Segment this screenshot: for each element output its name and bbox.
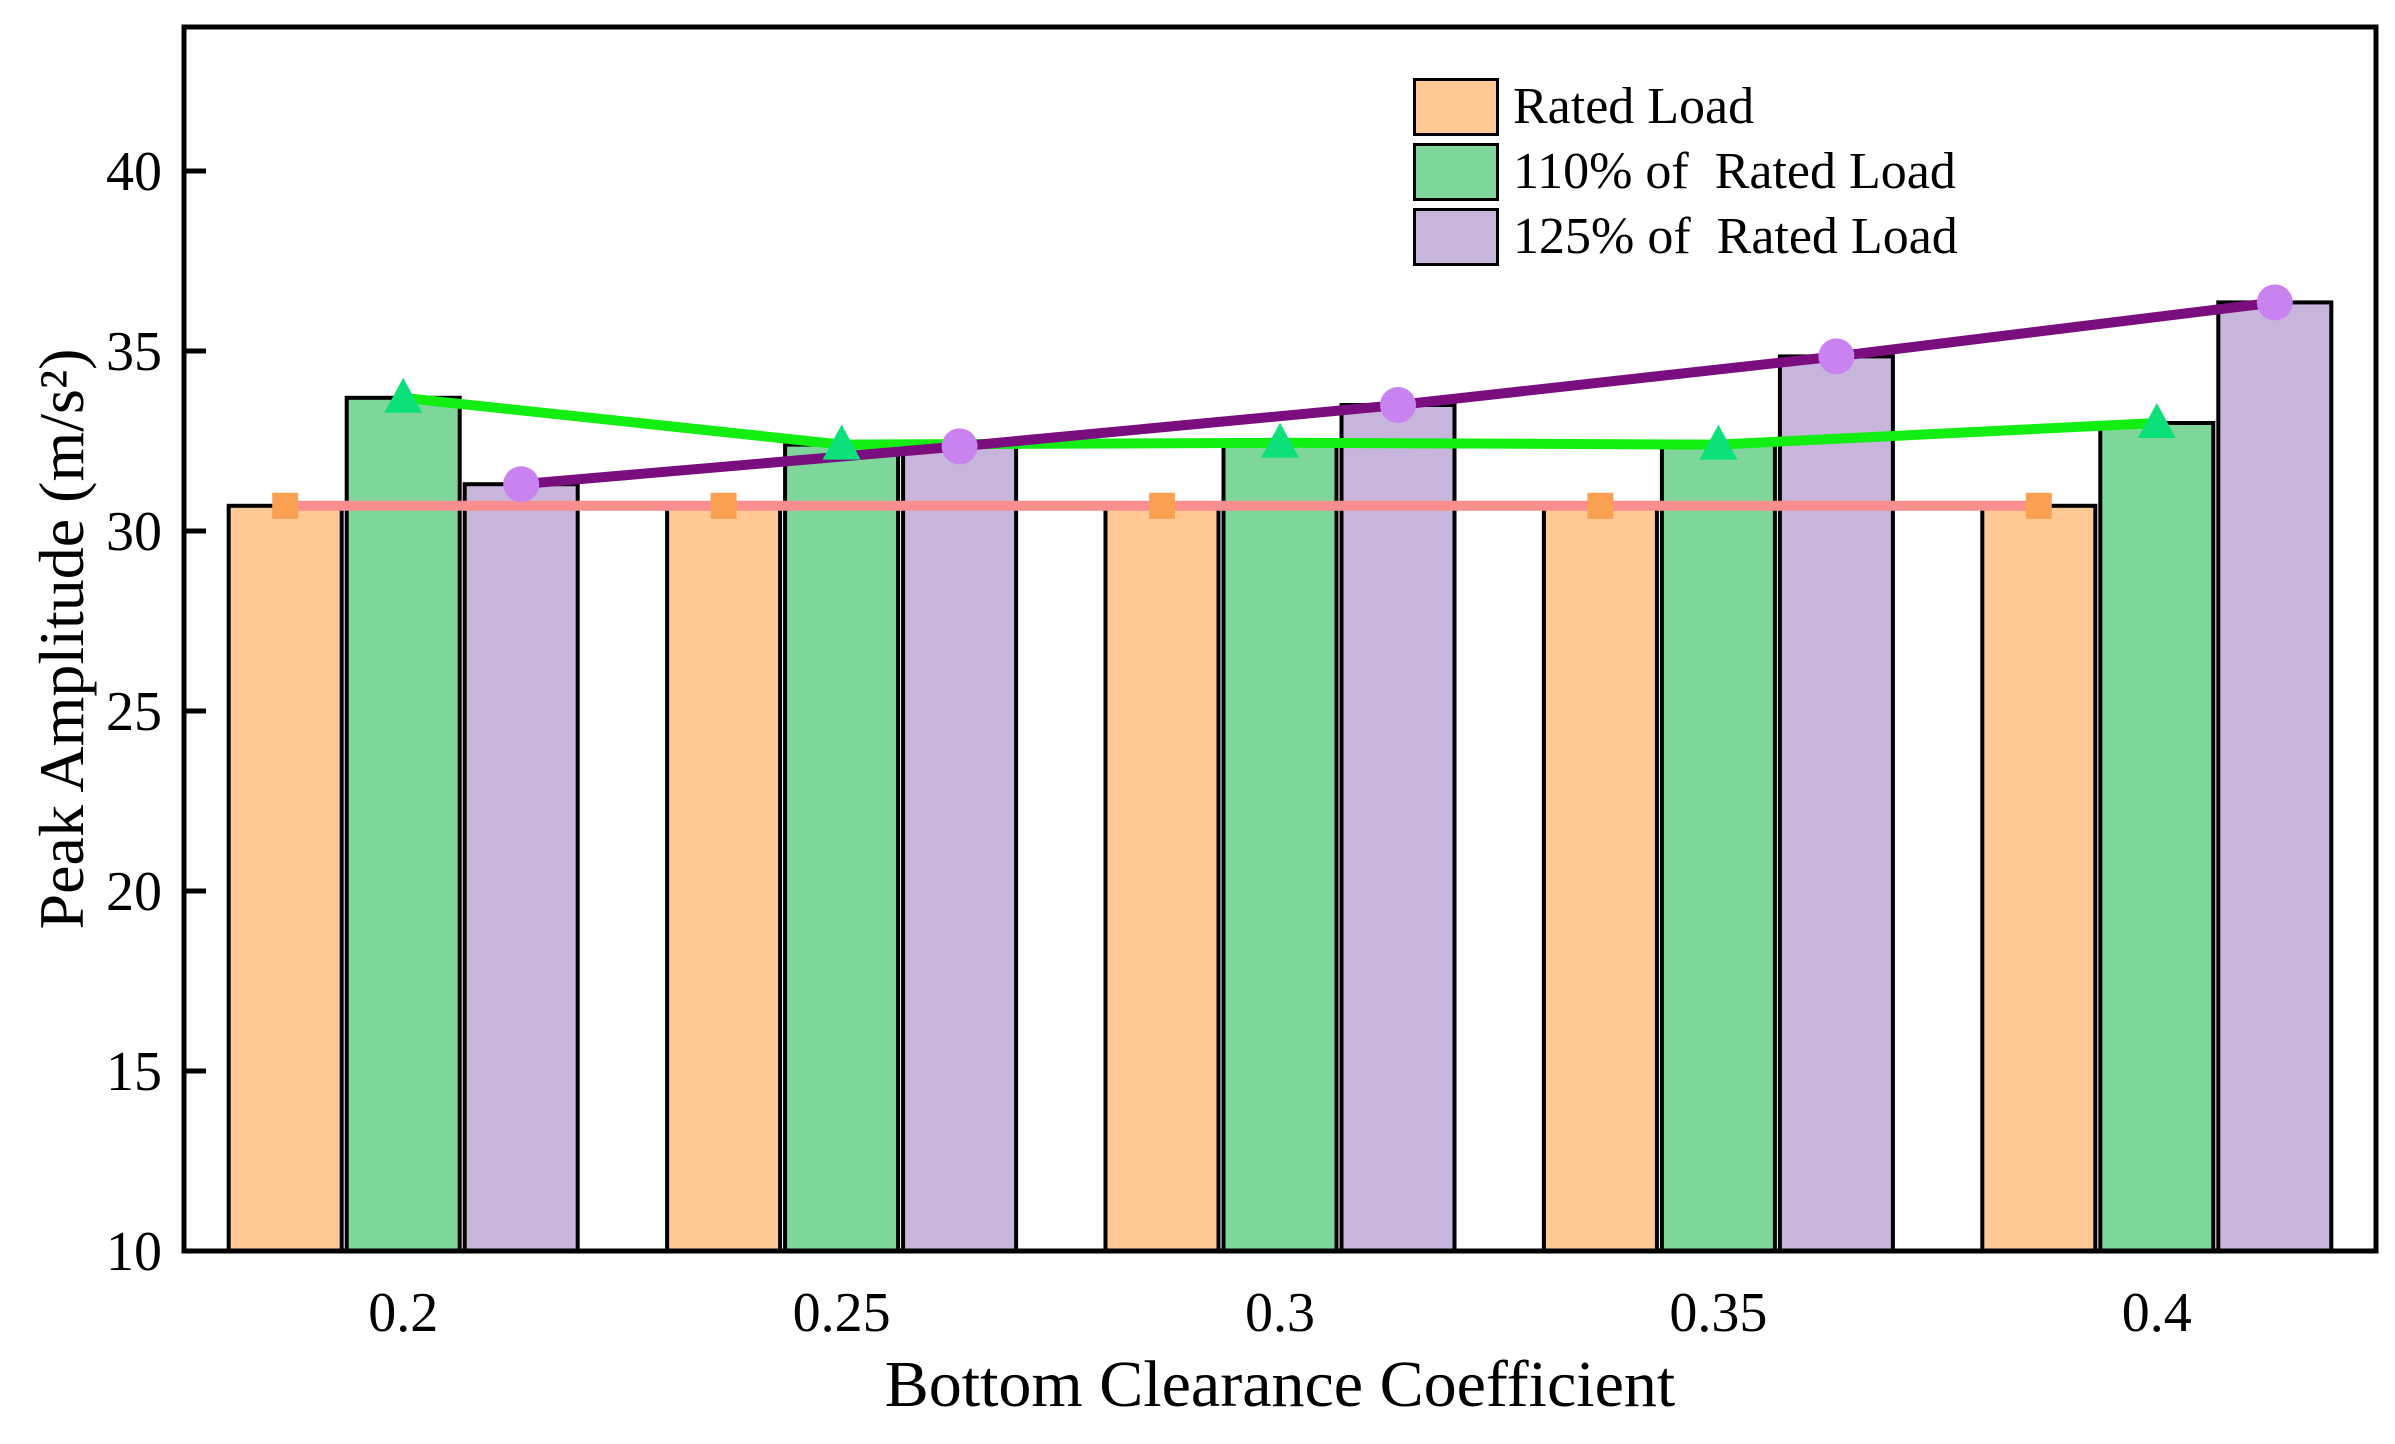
x-axis-title: Bottom Clearance Coefficient [884, 1348, 1676, 1421]
bar-0.3-series-2 [1339, 403, 1457, 1253]
y-tick-label: 40 [106, 141, 162, 203]
bar-0.2-series-2 [462, 482, 580, 1253]
y-tick-label: 10 [106, 1221, 162, 1283]
bar-0.2-series-0 [226, 503, 344, 1253]
x-tick-label: 0.35 [1669, 1282, 1767, 1344]
x-tick-label: 0.25 [793, 1282, 891, 1344]
bar-0.3-series-1 [1221, 440, 1339, 1253]
bar-0.3-series-0 [1103, 503, 1221, 1253]
triangle-marker [1261, 422, 1299, 458]
bar-0.35-series-2 [1777, 354, 1895, 1253]
triangle-marker [384, 377, 423, 413]
triangle-marker [822, 424, 861, 460]
square-marker [1149, 492, 1175, 519]
circle-marker [2256, 284, 2293, 321]
bar-0.4-series-0 [1980, 503, 2098, 1253]
y-tick-label: 15 [106, 1041, 162, 1103]
bar-0.35-series-1 [1659, 442, 1777, 1254]
y-tick-label: 35 [106, 321, 162, 383]
legend-swatch-rated-load [1413, 78, 1499, 136]
legend-label-rated-load: Rated Load [1513, 78, 1755, 135]
square-marker [710, 492, 737, 519]
y-axis-title: Peak Amplitude (m/s²) [26, 348, 97, 930]
square-marker [272, 492, 299, 519]
x-tick-label: 0.3 [1245, 1282, 1315, 1344]
circle-marker [1818, 338, 1855, 375]
legend-item-rated-load: Rated Load [1413, 78, 1958, 136]
bar-0.4-series-2 [2216, 300, 2334, 1253]
y-tick-label: 20 [106, 861, 162, 923]
circle-marker [1380, 387, 1416, 423]
x-tick-label: 0.4 [2122, 1282, 2192, 1344]
legend-label-110-percent: 110% of Rated Load [1513, 143, 1956, 200]
legend-swatch-110-percent [1413, 143, 1499, 201]
square-marker [1587, 492, 1614, 519]
circle-marker [503, 466, 540, 503]
bar-0.25-series-0 [665, 503, 783, 1253]
bar-0.35-series-0 [1541, 503, 1659, 1253]
square-marker [2025, 492, 2052, 519]
legend-label-125-percent: 125% of Rated Load [1513, 208, 1958, 265]
legend-item-110-percent: 110% of Rated Load [1413, 143, 1958, 201]
legend-swatch-125-percent [1413, 208, 1499, 266]
y-tick-label: 25 [106, 681, 162, 743]
x-tick-label: 0.2 [368, 1282, 438, 1344]
bar-0.2-series-1 [344, 395, 462, 1253]
legend-item-125-percent: 125% of Rated Load [1413, 208, 1958, 266]
axes-frame [181, 24, 2379, 1254]
bar-0.25-series-2 [901, 444, 1019, 1253]
triangle-marker [1699, 424, 1738, 460]
chart-legend: Rated Load 110% of Rated Load 125% of Ra… [1413, 78, 1958, 273]
circle-marker [941, 428, 978, 465]
bar-0.4-series-1 [2098, 421, 2216, 1253]
triangle-marker [2137, 403, 2176, 438]
bar-0.25-series-1 [783, 442, 901, 1254]
y-tick-label: 30 [106, 501, 162, 563]
